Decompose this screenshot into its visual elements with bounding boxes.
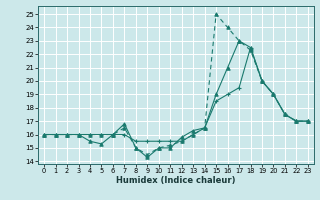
X-axis label: Humidex (Indice chaleur): Humidex (Indice chaleur): [116, 176, 236, 185]
